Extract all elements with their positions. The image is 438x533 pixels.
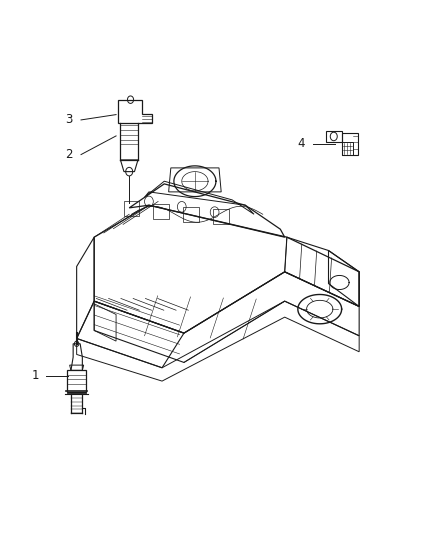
Text: 4: 4: [297, 138, 304, 150]
Text: 2: 2: [65, 148, 72, 161]
Text: 1: 1: [32, 369, 39, 382]
Text: 3: 3: [65, 114, 72, 126]
